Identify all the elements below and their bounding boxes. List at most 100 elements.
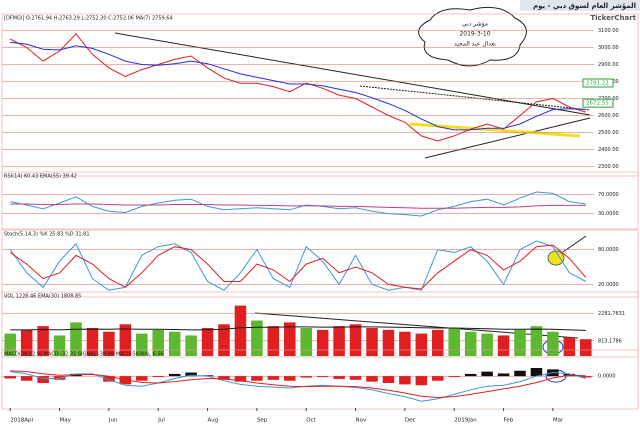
bar	[103, 331, 115, 356]
bar	[267, 376, 280, 380]
bar	[168, 373, 181, 377]
bar	[284, 322, 296, 356]
bar	[382, 376, 395, 383]
bar	[251, 320, 263, 356]
bar	[530, 326, 543, 356]
bar	[563, 337, 576, 356]
panel-frame	[1, 171, 639, 230]
y-tick-label: 2500.00	[598, 130, 619, 136]
y-tick-label: 30.0000	[598, 211, 619, 217]
panel-frame	[1, 349, 639, 410]
bar	[218, 376, 230, 380]
bar	[185, 372, 197, 377]
series-line	[10, 191, 586, 217]
bar	[366, 328, 378, 356]
y-tick-label: 2400.00	[598, 147, 619, 153]
x-tick-label: Dec	[405, 418, 416, 424]
x-tick-label: 2018Apr	[10, 418, 34, 424]
bar	[415, 333, 428, 356]
x-tick-label: Jul	[157, 418, 165, 424]
bar	[432, 376, 444, 381]
support-line	[409, 122, 581, 138]
y-tick-label: 70.0000	[598, 192, 619, 198]
y-tick-label: 2281.7631	[598, 311, 625, 317]
series-line	[9, 33, 586, 142]
bar	[448, 328, 460, 356]
bar	[481, 333, 493, 356]
bar	[382, 329, 395, 356]
panel-label: [DFMGI] O:2761.94 H:2763.29 L:2752.30 C:…	[4, 16, 173, 22]
bar	[103, 376, 115, 382]
note-line: 2019-3-10	[459, 31, 490, 38]
panel-label: VOL 1228.46 EMA(30) 1808.85	[4, 294, 81, 300]
y-tick-label: 80.0000	[598, 247, 619, 253]
bar	[53, 335, 66, 356]
bar	[4, 333, 16, 356]
bar	[300, 328, 312, 356]
bar	[316, 329, 329, 356]
level-box	[582, 78, 614, 88]
bar	[4, 376, 16, 379]
bar	[234, 376, 247, 382]
bar	[399, 331, 411, 356]
panel-frame	[1, 13, 639, 177]
bar	[37, 326, 49, 356]
watermark: TickerChart	[590, 14, 636, 22]
marker	[547, 250, 565, 266]
bar	[333, 326, 345, 356]
bar	[415, 376, 428, 386]
series-line	[10, 371, 586, 402]
level-label: 2672.55	[586, 101, 609, 107]
series-line	[9, 240, 587, 291]
x-tick-label: Sep	[257, 418, 268, 424]
x-tick-label: 2019Jan	[454, 418, 477, 424]
bar	[580, 376, 592, 378]
bar	[37, 376, 49, 383]
y-tick-label: 2900.00	[598, 62, 619, 68]
level-box	[582, 98, 614, 108]
bar	[201, 328, 214, 356]
bar	[152, 376, 164, 378]
bar	[300, 376, 312, 378]
bar	[464, 331, 477, 356]
bar	[20, 376, 33, 381]
bar	[399, 376, 411, 385]
bar	[136, 376, 148, 381]
bar	[432, 329, 444, 356]
x-tick-label: Oct	[306, 418, 316, 424]
bar	[514, 370, 526, 377]
bar	[251, 376, 263, 381]
bar	[366, 376, 378, 382]
y-tick-label: 0.0000	[598, 374, 616, 380]
x-tick-label: May	[60, 418, 72, 424]
bar	[136, 333, 148, 356]
bar	[333, 376, 345, 379]
bar	[234, 305, 247, 356]
panel-frame	[1, 291, 639, 358]
y-tick-label: 20.0000	[598, 282, 619, 288]
trend-line	[424, 117, 591, 159]
bar	[267, 326, 280, 356]
y-tick-label: 2300.00	[598, 164, 619, 170]
title-bar	[520, 0, 640, 11]
bar	[168, 331, 181, 356]
bar	[497, 335, 510, 356]
trend-line	[359, 85, 591, 111]
bar	[464, 373, 477, 377]
panel-label: MACD(26,12,9) MACD -32.31 SIGNAL -39.88 …	[4, 352, 164, 358]
y-tick-label: 2600.00	[598, 113, 619, 119]
bar	[284, 376, 296, 381]
series-line	[10, 41, 586, 131]
x-tick-label: Mar	[553, 418, 564, 424]
bar	[119, 324, 132, 356]
x-tick-label: Aug	[208, 418, 219, 424]
speech-bubble	[418, 6, 527, 67]
chart-title: المؤشر العام لسوق دبي - يوم	[533, 2, 636, 10]
bar	[86, 328, 99, 356]
bar	[530, 368, 543, 377]
panel-label: RSI(14) 60.43 EMA(55) 39.42	[4, 174, 77, 180]
y-tick-label: 3100.00	[598, 28, 619, 34]
bar	[481, 371, 493, 377]
y-tick-label: 813.1786	[598, 338, 622, 344]
